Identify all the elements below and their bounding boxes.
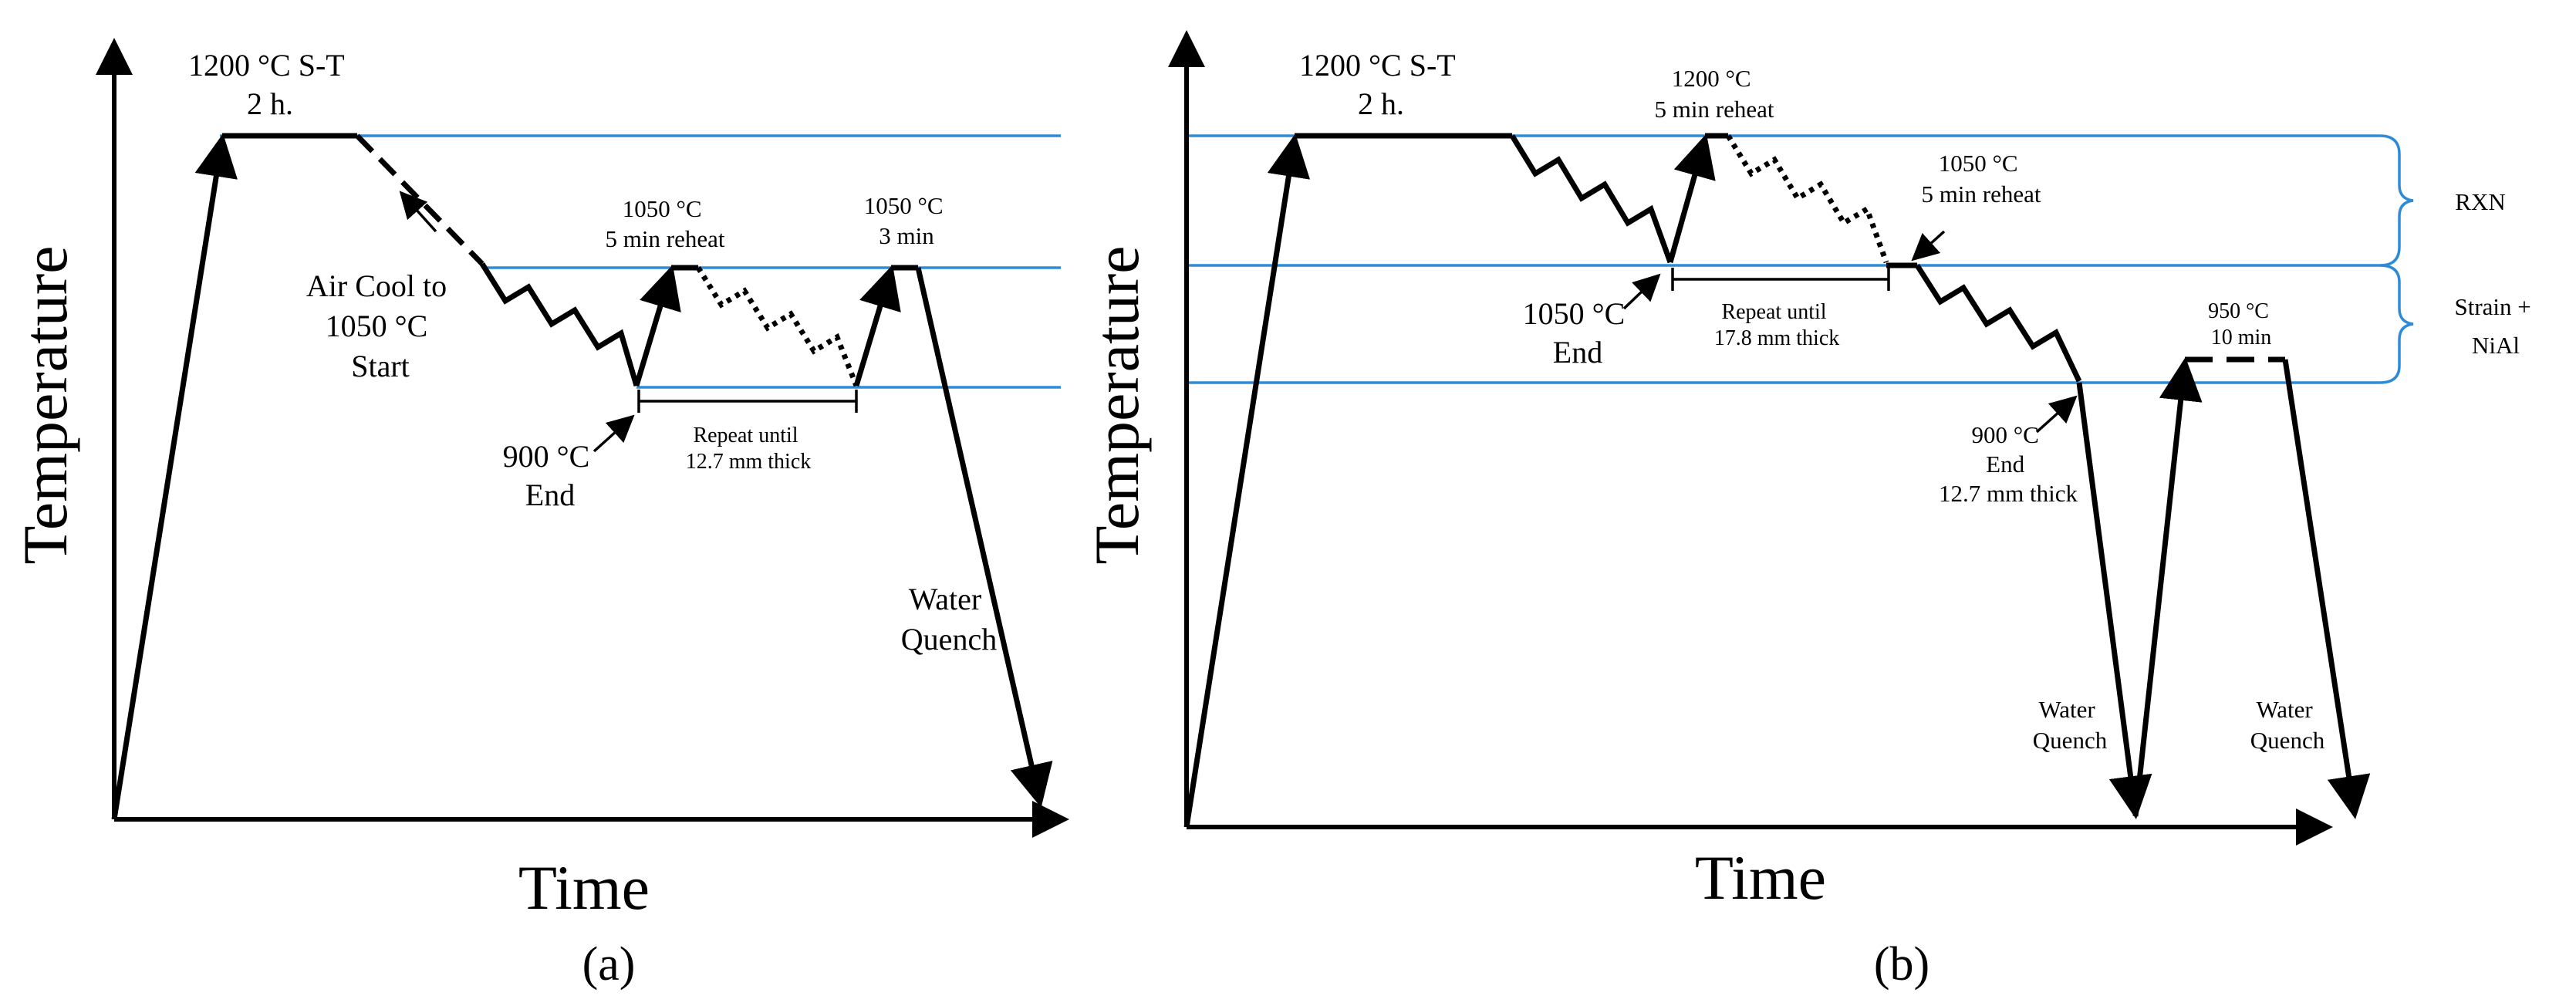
repeat-label: Repeat until 17.8 mm thick: [1714, 300, 1840, 350]
panel-label-b: (b): [1874, 938, 1929, 991]
hold-950-label: 950 °C 10 min: [2208, 299, 2274, 349]
air-cool-pointer: [399, 191, 437, 233]
panel-label-a: (a): [582, 938, 636, 991]
end-1050-pointer: [1622, 273, 1661, 310]
region-rxn-label: RXN: [2455, 188, 2505, 215]
solution-treat-label: 1200 °C S-T 2 h.: [1299, 48, 1463, 121]
rxn-brace: [2379, 134, 2414, 267]
solution-treat-label: 1200 °C S-T 2 h.: [188, 48, 352, 121]
reheat-label: 1050 °C 5 min reheat: [606, 195, 725, 252]
repeat-bracket: [637, 390, 858, 413]
region-strain-label: Strain + NiAl: [2454, 293, 2537, 359]
reheat-1050-pointer: [1911, 230, 1946, 262]
end-900-pointer: [2035, 395, 2078, 434]
reheat-1200-label: 1200 °C 5 min reheat: [1655, 65, 1774, 123]
reheat-ramp: [633, 265, 681, 387]
heat-up-ramp: [111, 133, 238, 820]
rolling-passes-first: [1510, 134, 1673, 264]
panel-a: 1200 °C S-T 2 h. Air Cool to 1050 °C Sta…: [10, 38, 1069, 991]
water-quench-line: [915, 267, 1053, 808]
reheat-950-ramp: [2132, 357, 2203, 817]
reheat-1200-ramp: [1667, 133, 1716, 263]
strain-brace: [2379, 264, 2414, 384]
repeat-passes-dotted: [1726, 134, 1889, 264]
water-quench-1: [2076, 382, 2152, 819]
y-axis-label: Temperature: [10, 245, 80, 564]
end-900-label: 900 °C End: [503, 439, 598, 512]
panel-b: 1200 °C S-T 2 h. 1200 °C 5 min reheat 10…: [1082, 30, 2537, 991]
repeat-bracket: [1671, 268, 1890, 291]
reheat-1050-label: 1050 °C 5 min reheat: [1922, 150, 2041, 208]
heat-up-ramp: [1183, 133, 1311, 828]
y-axis-label: Temperature: [1082, 245, 1152, 564]
water-quench-2: [2282, 359, 2371, 819]
repeat-passes-dotted: [696, 266, 859, 387]
x-axis-label: Time: [1695, 842, 1826, 913]
final-hold-label: 1050 °C 3 min: [864, 192, 950, 249]
quench-2-label: Water Quench: [2250, 696, 2325, 754]
quench-label: Water Quench: [901, 582, 997, 657]
rolling-passes-second: [1915, 264, 2082, 383]
repeat-label: Repeat until 12.7 mm thick: [686, 424, 812, 474]
air-cool-segment: [355, 133, 484, 266]
quench-1-label: Water Quench: [2033, 696, 2108, 754]
end-900-pointer: [593, 414, 635, 453]
x-axis-label: Time: [518, 852, 650, 923]
end-1050-label: 1050 °C End: [1523, 296, 1633, 370]
end-900-label: 900 °C End 12.7 mm thick: [1939, 421, 2078, 507]
rolling-passes: [480, 262, 640, 387]
final-reheat-ramp: [853, 265, 901, 387]
air-cool-label: Air Cool to 1050 °C Start: [306, 268, 454, 383]
